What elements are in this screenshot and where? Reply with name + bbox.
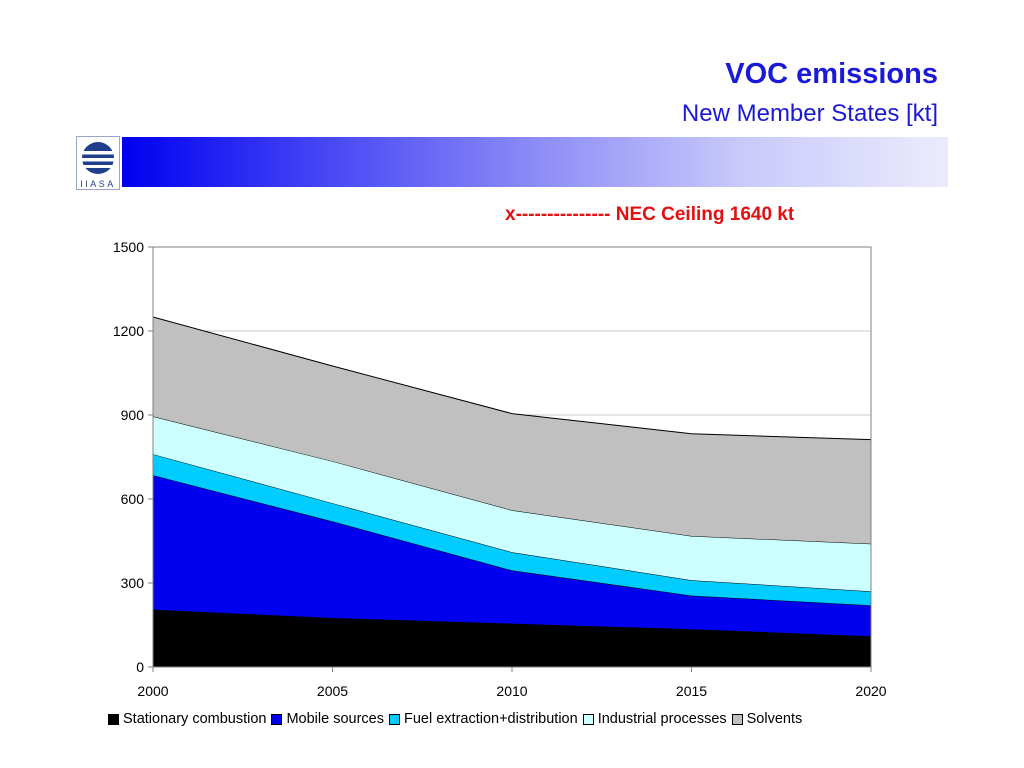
x-tick-label: 2015 <box>676 683 707 699</box>
legend-label: Mobile sources <box>286 711 384 727</box>
legend: Stationary combustion Mobile sources Fuel … <box>108 710 807 728</box>
legend-label: Industrial processes <box>597 711 727 727</box>
y-tick-label: 900 <box>121 407 145 423</box>
y-tick-label: 1500 <box>113 239 144 255</box>
y-tick-label: 1200 <box>113 323 144 339</box>
legend-swatch <box>731 713 743 725</box>
legend-swatch <box>582 713 594 725</box>
chart-subtitle: New Member States [kt] <box>681 100 938 127</box>
legend-item: Industrial processes <box>582 711 727 727</box>
x-tick-label: 2020 <box>855 683 886 699</box>
chart-title: VOC emissions <box>725 58 938 90</box>
area-series-5 <box>153 317 871 544</box>
x-tick-label: 2010 <box>496 683 527 699</box>
legend-item: Stationary combustion <box>108 711 266 727</box>
logo-text: IIASA <box>80 179 116 189</box>
iiasa-logo-icon: IIASA <box>76 136 120 190</box>
axes: 0 300 600 900 1200 1500 2000 2005 2010 2015 2020 <box>113 239 887 699</box>
area-series-edge-5 <box>152 316 872 441</box>
legend-item: Solvents <box>731 711 803 727</box>
legend-label: Solvents <box>746 711 803 727</box>
legend-item: Fuel extraction+distribution <box>388 711 578 727</box>
legend-label: Stationary combustion <box>123 711 267 727</box>
y-tick-label: 0 <box>136 659 144 675</box>
legend-label: Fuel extraction+distribution <box>403 711 578 727</box>
area-series <box>152 316 872 667</box>
legend-item: Mobile sources <box>271 711 384 727</box>
legend-swatch <box>271 713 283 725</box>
header-banner <box>122 137 948 187</box>
y-tick-label: 300 <box>121 575 145 591</box>
x-tick-label: 2005 <box>317 683 348 699</box>
x-tick-label: 2000 <box>137 683 168 699</box>
area-series-4 <box>153 416 871 592</box>
y-tick-label: 600 <box>121 491 145 507</box>
legend-swatch <box>388 713 400 725</box>
nec-ceiling-annotation: x--------------- NEC Ceiling 1640 kt <box>505 204 795 225</box>
area-series-1 <box>153 609 871 667</box>
legend-swatch <box>108 713 119 725</box>
area-series-3 <box>153 454 871 606</box>
